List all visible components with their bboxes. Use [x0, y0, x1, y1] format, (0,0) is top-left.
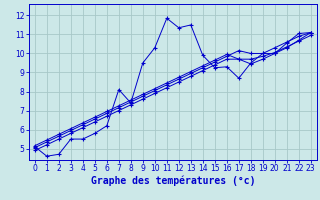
- X-axis label: Graphe des températures (°c): Graphe des températures (°c): [91, 176, 255, 186]
